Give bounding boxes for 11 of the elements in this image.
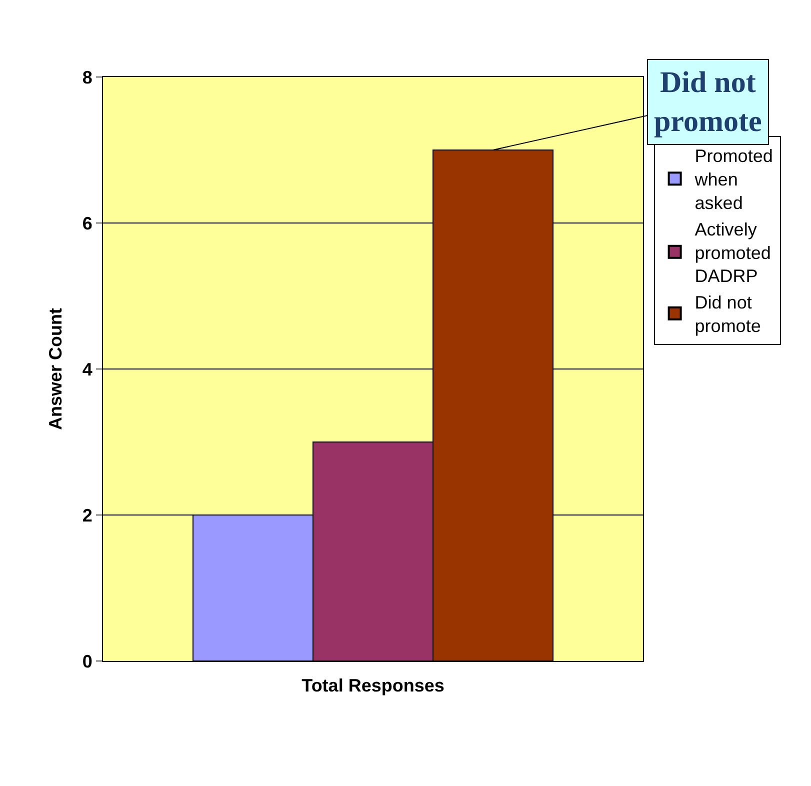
y-tick-label: 8: [82, 67, 92, 88]
legend-label: Did not promote: [694, 292, 761, 336]
legend-label: Promoted when asked: [694, 146, 773, 214]
y-axis-title: Answer Count: [46, 308, 66, 430]
y-tick-label: 2: [82, 505, 92, 526]
y-tick-label: 0: [82, 651, 92, 672]
y-tick-label: 6: [82, 213, 92, 234]
y-tick-label: 4: [82, 359, 92, 380]
x-tick-label: Total Responses: [302, 676, 444, 696]
legend-label: Actively promoted DADRP: [694, 219, 771, 286]
text: Did not promote: [654, 66, 762, 138]
